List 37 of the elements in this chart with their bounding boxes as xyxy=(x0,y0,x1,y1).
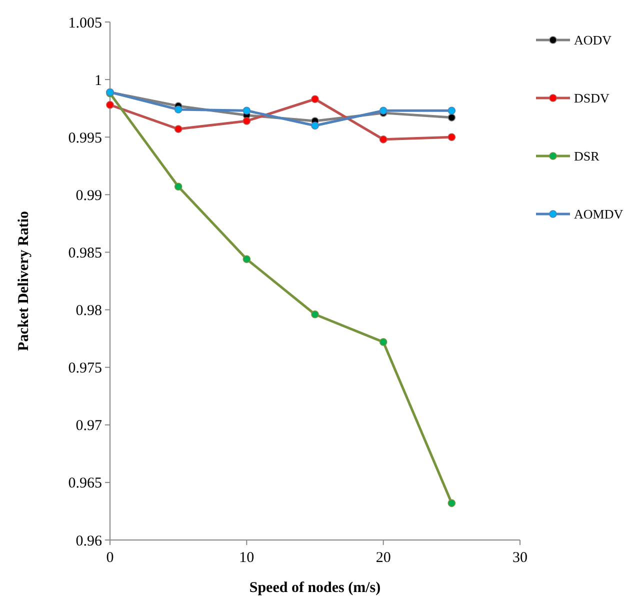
point xyxy=(448,499,456,508)
x-tick-label: 30 xyxy=(512,550,528,566)
x-tick-label: 0 xyxy=(106,550,114,566)
point xyxy=(311,122,319,130)
point xyxy=(174,106,182,114)
legend-label: DSR xyxy=(574,148,600,164)
point xyxy=(242,117,251,125)
x-axis-title: Speed of nodes (m/s) xyxy=(249,580,381,596)
y-tick-label: 0.98 xyxy=(76,303,102,320)
point xyxy=(106,100,114,109)
point xyxy=(311,310,319,318)
point xyxy=(379,106,388,115)
legend-label: DSDV xyxy=(574,90,610,106)
point xyxy=(448,114,456,122)
point xyxy=(242,255,251,264)
y-tick-label: 0.975 xyxy=(68,360,102,377)
point xyxy=(379,338,388,346)
y-tick-label: 1 xyxy=(94,72,102,89)
point xyxy=(448,133,456,142)
y-tick-label: 0.995 xyxy=(68,130,102,146)
y-tick-label: 0.985 xyxy=(68,245,102,262)
legend-label: AODV xyxy=(574,32,612,48)
y-tick-label: 0.97 xyxy=(76,418,102,434)
point xyxy=(379,136,388,144)
point xyxy=(174,125,182,133)
point xyxy=(311,95,319,104)
y-axis-title: Packet Delivery Ratio xyxy=(16,211,32,351)
legend-label: AOMDV xyxy=(574,206,624,222)
point xyxy=(242,106,251,115)
point xyxy=(174,182,182,191)
y-tick-label: 0.99 xyxy=(76,188,102,204)
y-tick-label: 0.965 xyxy=(68,476,102,492)
y-tick-label: 0.96 xyxy=(76,533,102,550)
y-tick-label: 1.005 xyxy=(68,15,102,32)
x-tick-label: 20 xyxy=(376,550,391,566)
x-tick-label: 10 xyxy=(239,550,254,566)
point xyxy=(448,106,456,115)
